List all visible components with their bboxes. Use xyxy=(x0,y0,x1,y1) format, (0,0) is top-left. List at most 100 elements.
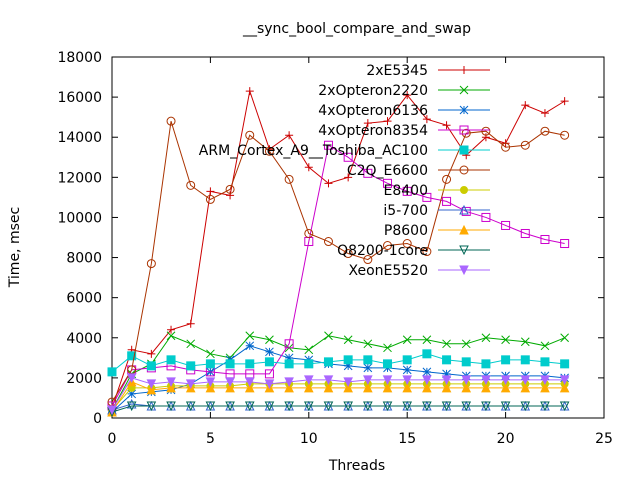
x-tick-label: 10 xyxy=(300,431,318,447)
data-point xyxy=(343,355,353,365)
data-point xyxy=(559,375,570,386)
data-point xyxy=(244,377,255,388)
data-point xyxy=(324,179,333,188)
data-point xyxy=(560,359,570,369)
data-point xyxy=(205,401,216,412)
data-point xyxy=(186,319,195,328)
data-point xyxy=(284,174,294,184)
data-point xyxy=(303,401,314,412)
data-point xyxy=(244,382,255,393)
series-3 xyxy=(107,140,570,411)
data-point xyxy=(126,373,137,384)
data-point xyxy=(343,377,353,388)
data-point xyxy=(166,401,176,412)
data-point xyxy=(402,401,413,412)
data-point xyxy=(540,235,550,245)
data-point xyxy=(520,337,530,347)
series-10 xyxy=(107,373,570,416)
data-point xyxy=(422,367,432,377)
data-point xyxy=(146,379,157,390)
data-point xyxy=(540,401,550,412)
data-point xyxy=(303,382,314,393)
data-point xyxy=(225,401,235,412)
legend-marker xyxy=(460,186,468,194)
series-line xyxy=(111,121,565,403)
data-point xyxy=(500,401,511,412)
data-point xyxy=(442,355,452,365)
legend-marker xyxy=(460,66,468,74)
data-point xyxy=(363,355,373,365)
legend-label: 2xE5345 xyxy=(366,63,428,79)
y-tick-label: 4000 xyxy=(66,331,102,347)
data-point xyxy=(501,335,510,345)
data-point xyxy=(245,359,255,369)
data-point xyxy=(323,357,333,367)
series-9 xyxy=(107,401,570,418)
data-point xyxy=(205,382,216,393)
data-point xyxy=(441,382,452,393)
x-tick-label: 5 xyxy=(206,431,215,447)
data-point xyxy=(481,401,491,412)
data-point xyxy=(560,130,570,140)
data-point xyxy=(323,237,333,247)
data-point xyxy=(146,401,157,412)
data-point xyxy=(422,335,432,345)
data-point xyxy=(324,331,333,341)
data-point xyxy=(521,101,530,110)
data-point xyxy=(264,401,275,412)
data-point xyxy=(166,382,176,393)
data-point xyxy=(481,212,491,222)
data-point xyxy=(363,255,373,265)
data-point xyxy=(402,365,412,375)
legend-label: 4xOpteron6136 xyxy=(318,103,428,119)
data-point xyxy=(186,180,196,190)
data-point xyxy=(265,347,274,357)
legend-label: Q8200-1core xyxy=(337,243,428,259)
data-point xyxy=(185,379,196,390)
data-point xyxy=(540,375,550,386)
data-point xyxy=(127,389,137,399)
data-point xyxy=(363,339,373,349)
y-tick-label: 18000 xyxy=(57,50,102,66)
data-point xyxy=(245,130,255,140)
data-point xyxy=(363,382,373,393)
data-point xyxy=(284,401,294,412)
y-axis-label: Time, msec xyxy=(7,207,23,288)
data-point xyxy=(402,239,412,249)
legend-label: C2Q_E6600 xyxy=(347,163,428,179)
data-point xyxy=(383,359,393,369)
data-point xyxy=(403,91,412,100)
data-point xyxy=(442,339,451,349)
series-line xyxy=(111,89,565,409)
data-point xyxy=(343,152,353,162)
data-point xyxy=(441,401,452,412)
data-point xyxy=(500,382,511,393)
data-point xyxy=(126,398,137,409)
data-point xyxy=(481,333,491,343)
data-point xyxy=(343,249,353,259)
data-point xyxy=(461,357,471,367)
data-point xyxy=(363,401,373,412)
x-axis-label: Threads xyxy=(328,458,385,474)
data-point xyxy=(442,174,452,184)
data-point xyxy=(304,345,314,355)
data-point xyxy=(382,382,393,393)
data-point xyxy=(422,247,432,257)
data-point xyxy=(245,87,254,96)
data-point xyxy=(363,363,373,373)
data-point xyxy=(560,239,570,249)
series-line xyxy=(111,353,565,373)
data-point xyxy=(481,375,491,386)
series-line xyxy=(111,335,565,411)
data-point xyxy=(540,382,550,393)
data-point xyxy=(461,375,472,386)
series-7 xyxy=(107,398,570,415)
data-point xyxy=(520,355,530,365)
series-layer xyxy=(107,87,570,418)
data-point xyxy=(422,375,432,386)
data-point xyxy=(167,325,176,334)
data-point xyxy=(206,349,215,359)
data-point xyxy=(323,382,334,393)
data-point xyxy=(146,384,157,395)
legend-marker xyxy=(459,224,469,235)
